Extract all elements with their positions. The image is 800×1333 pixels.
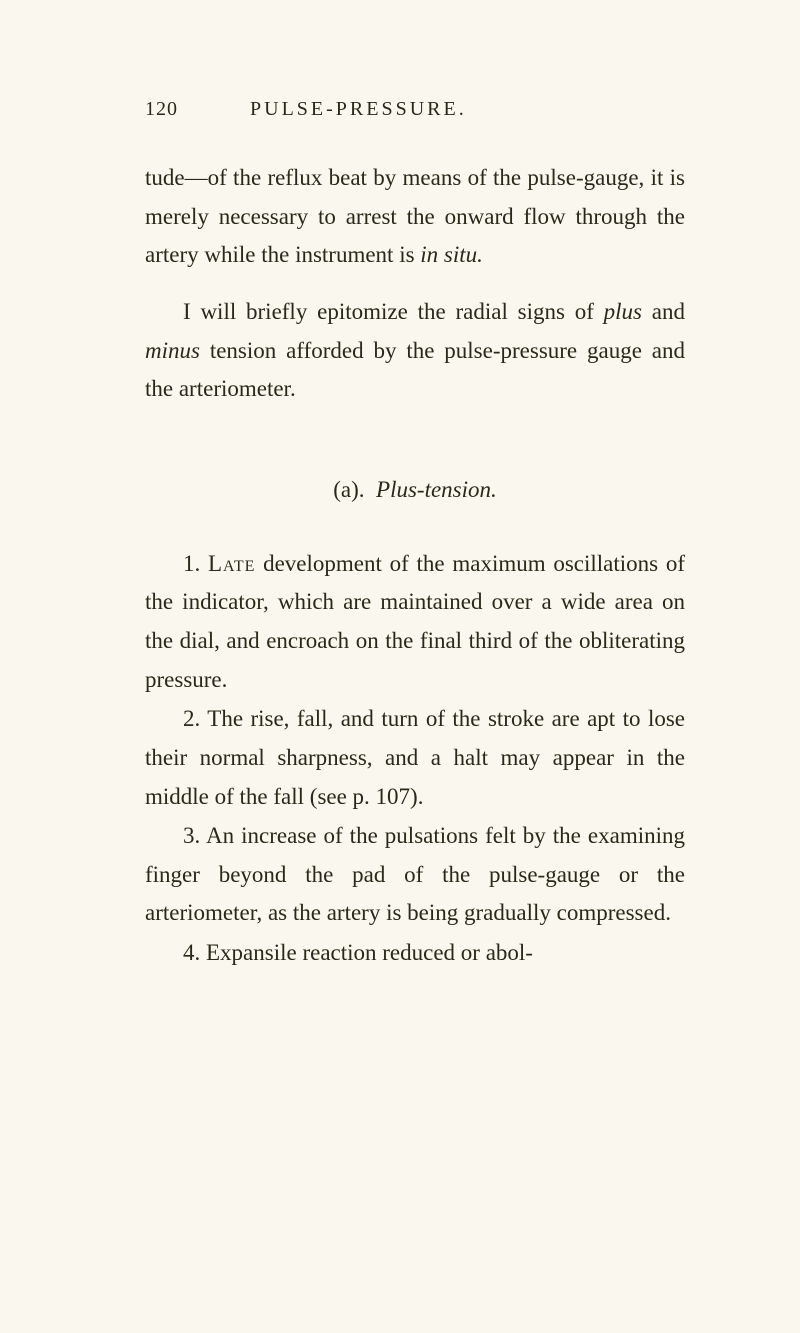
item1-num: 1. bbox=[183, 551, 200, 576]
header-title: PULSE-PRESSURE. bbox=[250, 98, 467, 121]
section-title: Plus-tension. bbox=[376, 477, 497, 502]
page-number: 120 bbox=[145, 98, 250, 121]
page-header: 120 PULSE-PRESSURE. bbox=[145, 98, 685, 121]
para2-text3: tension afforded by the pulse-pressure g… bbox=[145, 338, 685, 402]
item2-num: 2. bbox=[183, 706, 200, 731]
para2-text1: I will briefly epitomize the radial sign… bbox=[183, 299, 604, 324]
section-heading: (a). Plus-tension. bbox=[145, 477, 685, 503]
para1-text1: tude—of the reflux beat by means of the … bbox=[145, 165, 685, 267]
para2-italic1: plus bbox=[604, 299, 642, 324]
item-1: 1. Late development of the maximum oscil… bbox=[145, 545, 685, 700]
paragraph-1: tude—of the reflux beat by means of the … bbox=[145, 159, 685, 275]
para2-italic2: minus bbox=[145, 338, 200, 363]
item-4: 4. Expansile reaction reduced or abol- bbox=[145, 934, 685, 973]
item3-text: An increase of the pulsations felt by th… bbox=[145, 823, 685, 925]
item1-lead: Late bbox=[208, 551, 255, 576]
item3-num: 3. bbox=[183, 823, 200, 848]
para2-text2: and bbox=[642, 299, 685, 324]
item2-text: The rise, fall, and turn of the stroke a… bbox=[145, 706, 685, 808]
item4-num: 4. bbox=[183, 940, 200, 965]
page-container: 120 PULSE-PRESSURE. tude—of the reflux b… bbox=[0, 0, 800, 1063]
item-2: 2. The rise, fall, and turn of the strok… bbox=[145, 700, 685, 816]
section-label: (a). bbox=[333, 477, 364, 502]
item-3: 3. An increase of the pulsations felt by… bbox=[145, 817, 685, 933]
paragraph-2: I will briefly epitomize the radial sign… bbox=[145, 293, 685, 409]
para1-italic1: in situ. bbox=[420, 242, 483, 267]
item4-text: Expansile reaction reduced or abol- bbox=[206, 940, 533, 965]
